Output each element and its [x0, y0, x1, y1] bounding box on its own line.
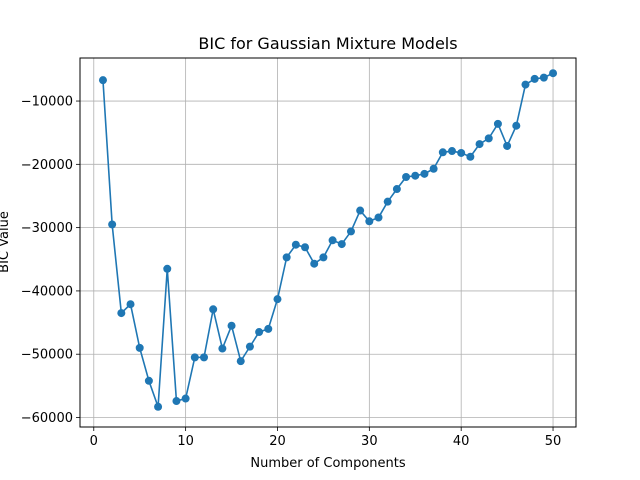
x-tick-label: 30 [361, 434, 378, 449]
data-point [512, 121, 521, 130]
data-point [126, 300, 135, 309]
data-point [402, 172, 411, 181]
data-point [310, 259, 319, 268]
data-point [438, 148, 447, 157]
y-tick-label: −20000 [21, 158, 73, 173]
data-point [429, 164, 438, 173]
data-point [291, 240, 300, 249]
data-point [346, 227, 355, 236]
data-point [301, 243, 310, 252]
data-point [98, 76, 107, 85]
y-tick-label: −30000 [21, 221, 73, 236]
data-point [319, 253, 328, 262]
data-point [181, 394, 190, 403]
data-point [236, 357, 245, 366]
data-point [337, 240, 346, 249]
data-point [200, 353, 208, 362]
ticks-layer: 0 10 20 30 40 50 −60000 −50000 −40000 −30000 −2000… [21, 95, 562, 449]
data-point [374, 213, 383, 222]
data-point [493, 119, 502, 128]
data-point [163, 264, 172, 273]
data-point [383, 197, 392, 206]
y-axis-label: BIC Value [0, 211, 12, 273]
data-point [108, 220, 117, 229]
data-point [466, 152, 475, 161]
data-point [539, 73, 548, 82]
y-tick-label: −50000 [21, 348, 73, 363]
data-point [209, 305, 218, 314]
data-point [365, 217, 374, 226]
data-point [420, 169, 429, 178]
data-point [282, 253, 291, 262]
data-point [328, 236, 337, 245]
data-point [190, 353, 199, 362]
data-point [448, 147, 456, 156]
series-layer [98, 69, 558, 411]
data-point [218, 344, 227, 353]
x-tick-label: 0 [90, 434, 98, 449]
data-point [392, 185, 401, 194]
data-point [154, 402, 163, 411]
x-tick-label: 20 [269, 434, 286, 449]
data-point [255, 328, 264, 337]
data-point [530, 74, 539, 83]
data-point [484, 134, 493, 143]
data-point [457, 148, 466, 157]
data-point [549, 69, 558, 78]
x-tick-label: 10 [177, 434, 194, 449]
plot-frame [79, 57, 577, 428]
data-point [172, 397, 181, 406]
y-tick-label: −10000 [21, 95, 73, 110]
data-point [356, 206, 365, 215]
chart-title: BIC for Gaussian Mixture Models [198, 34, 457, 53]
x-axis-label: Number of Components [250, 456, 405, 471]
data-point [273, 295, 282, 304]
data-point [475, 140, 484, 149]
y-tick-label: −40000 [21, 284, 73, 299]
data-point [135, 343, 144, 352]
x-tick-label: 50 [545, 434, 562, 449]
data-point [264, 324, 273, 333]
y-tick-label: −60000 [21, 411, 73, 426]
grid-layer [80, 58, 576, 427]
data-point [245, 342, 254, 351]
data-point [521, 80, 530, 89]
data-point [117, 309, 126, 318]
data-point [411, 171, 420, 180]
data-point [227, 321, 236, 330]
data-point [503, 141, 512, 150]
data-point [144, 376, 153, 385]
x-tick-label: 40 [453, 434, 470, 449]
